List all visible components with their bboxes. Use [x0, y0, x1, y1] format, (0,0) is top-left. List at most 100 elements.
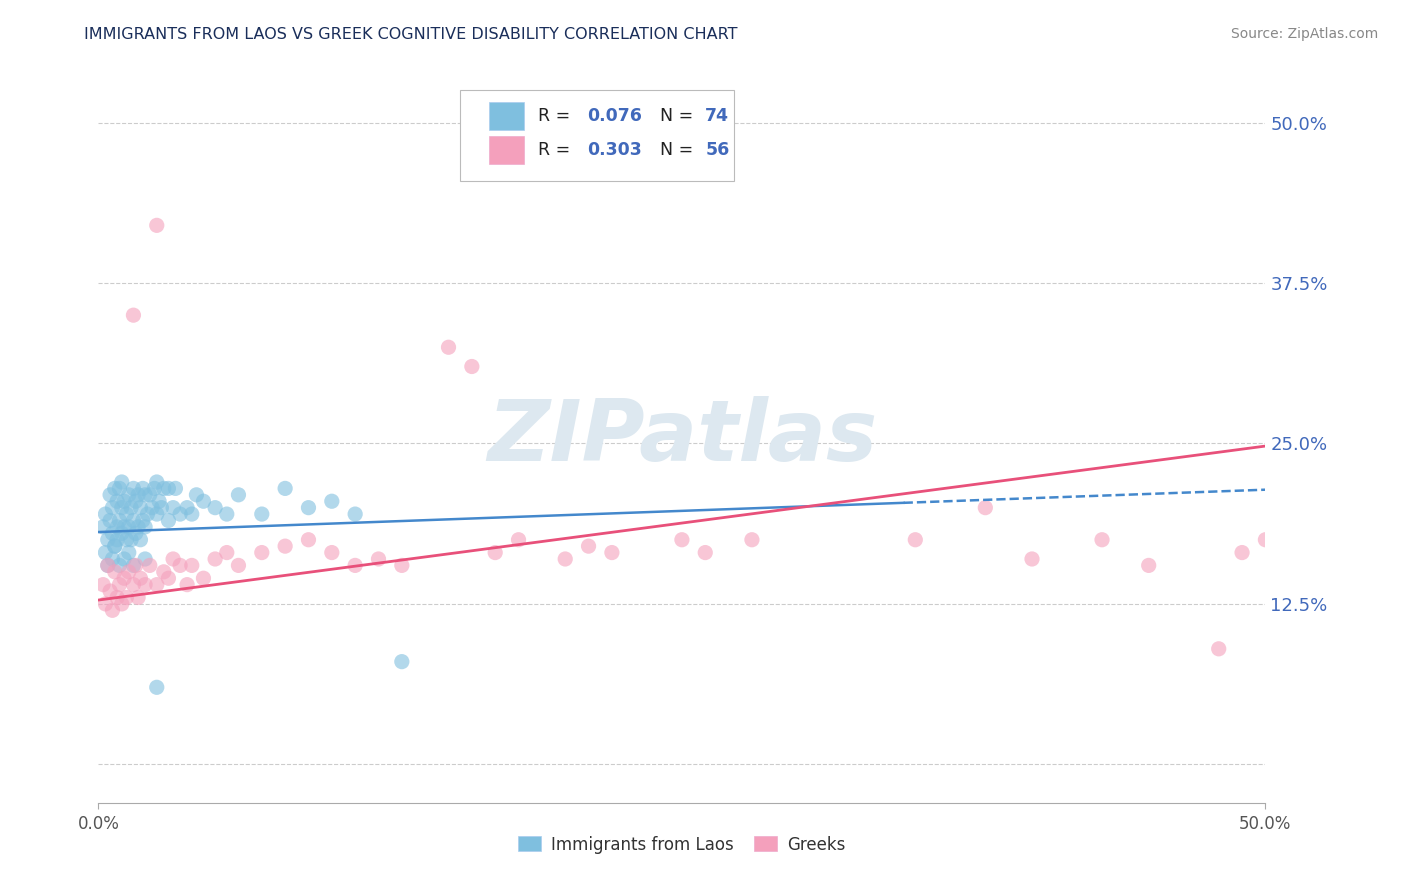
- Point: [321, 545, 343, 559]
- Point: [274, 539, 297, 553]
- Point: [105, 520, 128, 534]
- Point: [134, 577, 156, 591]
- Point: [391, 558, 413, 573]
- Point: [115, 533, 138, 547]
- Point: [228, 558, 250, 573]
- Point: [111, 597, 134, 611]
- Point: [98, 514, 121, 528]
- Point: [461, 359, 484, 374]
- Point: [578, 539, 600, 553]
- Point: [132, 482, 155, 496]
- Text: R =: R =: [538, 107, 576, 125]
- Point: [176, 577, 198, 591]
- Point: [204, 500, 226, 515]
- Point: [105, 591, 128, 605]
- Point: [695, 545, 717, 559]
- Point: [120, 500, 142, 515]
- Text: 0.076: 0.076: [588, 107, 643, 125]
- FancyBboxPatch shape: [460, 90, 734, 181]
- Point: [146, 219, 169, 233]
- Point: [111, 526, 134, 541]
- Point: [671, 533, 693, 547]
- Point: [112, 520, 135, 534]
- Point: [104, 482, 127, 496]
- Point: [101, 603, 124, 617]
- Point: [146, 507, 169, 521]
- Point: [125, 494, 148, 508]
- Point: [297, 533, 319, 547]
- Point: [115, 591, 138, 605]
- Point: [111, 475, 134, 489]
- Point: [134, 552, 156, 566]
- Point: [94, 545, 117, 559]
- Point: [741, 533, 763, 547]
- Point: [129, 500, 152, 515]
- Point: [105, 533, 128, 547]
- Point: [508, 533, 530, 547]
- Text: N =: N =: [650, 141, 699, 160]
- Point: [169, 558, 191, 573]
- Point: [215, 507, 238, 521]
- Point: [129, 533, 152, 547]
- Point: [104, 539, 127, 553]
- Point: [974, 500, 997, 515]
- Point: [125, 526, 148, 541]
- Point: [165, 482, 187, 496]
- Point: [344, 558, 367, 573]
- Point: [120, 533, 142, 547]
- Legend: Immigrants from Laos, Greeks: Immigrants from Laos, Greeks: [512, 829, 852, 860]
- Point: [146, 475, 169, 489]
- Point: [118, 488, 141, 502]
- Point: [904, 533, 927, 547]
- Text: IMMIGRANTS FROM LAOS VS GREEK COGNITIVE DISABILITY CORRELATION CHART: IMMIGRANTS FROM LAOS VS GREEK COGNITIVE …: [84, 27, 738, 42]
- Point: [104, 539, 127, 553]
- Point: [122, 558, 145, 573]
- Point: [112, 571, 135, 585]
- Point: [600, 545, 623, 559]
- Point: [134, 488, 156, 502]
- Point: [139, 488, 162, 502]
- Point: [108, 514, 131, 528]
- Point: [125, 558, 148, 573]
- Text: Source: ZipAtlas.com: Source: ZipAtlas.com: [1230, 27, 1378, 41]
- Bar: [489, 102, 524, 130]
- Point: [157, 514, 180, 528]
- Point: [101, 526, 124, 541]
- Bar: [489, 136, 524, 164]
- Point: [148, 494, 170, 508]
- Point: [104, 565, 127, 579]
- Point: [146, 577, 169, 591]
- Point: [176, 500, 198, 515]
- Point: [193, 571, 215, 585]
- Text: ZIPatlas: ZIPatlas: [486, 395, 877, 479]
- Point: [111, 500, 134, 515]
- Point: [94, 507, 117, 521]
- Point: [127, 520, 149, 534]
- Point: [344, 507, 367, 521]
- Point: [91, 520, 114, 534]
- Point: [554, 552, 576, 566]
- Point: [98, 584, 121, 599]
- Point: [98, 488, 121, 502]
- Point: [97, 558, 120, 573]
- Point: [112, 494, 135, 508]
- Text: 0.303: 0.303: [588, 141, 643, 160]
- Point: [127, 488, 149, 502]
- Point: [146, 681, 169, 695]
- Point: [297, 500, 319, 515]
- Text: 74: 74: [706, 107, 730, 125]
- Point: [122, 308, 145, 322]
- Point: [274, 482, 297, 496]
- Point: [108, 482, 131, 496]
- Point: [152, 482, 174, 496]
- Point: [143, 482, 166, 496]
- Point: [1137, 558, 1160, 573]
- Point: [101, 500, 124, 515]
- Point: [162, 552, 184, 566]
- Point: [132, 514, 155, 528]
- Point: [437, 340, 460, 354]
- Point: [118, 520, 141, 534]
- Point: [94, 597, 117, 611]
- Point: [162, 500, 184, 515]
- Point: [122, 577, 145, 591]
